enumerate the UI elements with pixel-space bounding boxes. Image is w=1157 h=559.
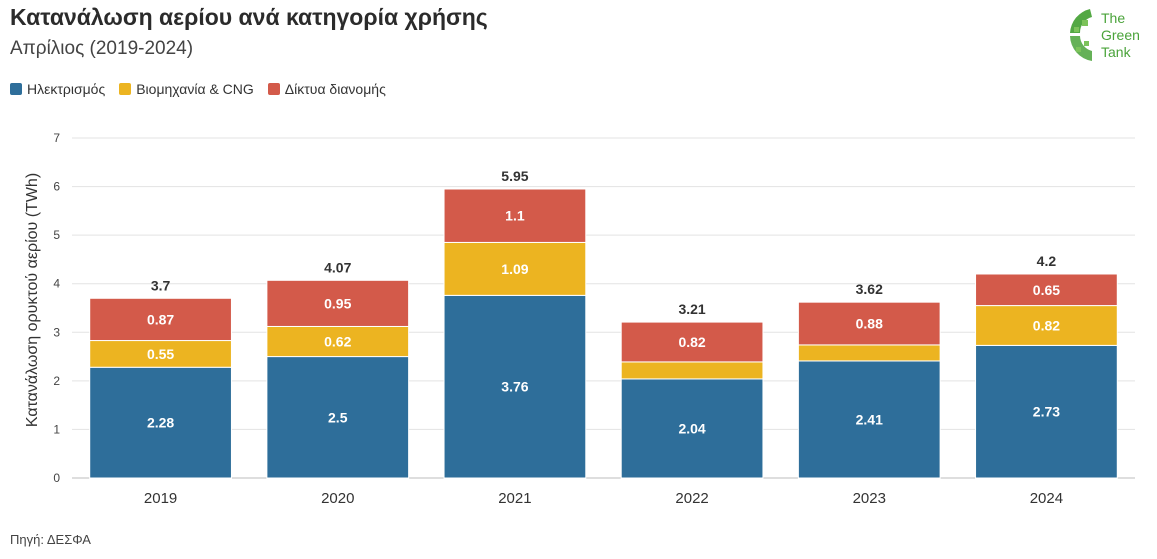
bar-segment-distribution[interactable] xyxy=(89,297,232,342)
segment-value-label: 1.1 xyxy=(505,208,525,224)
bar-segment-industry[interactable] xyxy=(620,361,764,380)
segment-value-label: 2.04 xyxy=(678,420,705,436)
x-tick-label: 2019 xyxy=(144,490,177,507)
logo-text-line3: Tank xyxy=(1101,44,1132,60)
legend-label-distribution: Δίκτυα διανομής xyxy=(284,81,386,97)
segment-value-label: 1.09 xyxy=(501,261,528,277)
bar-segment-industry[interactable] xyxy=(266,325,410,358)
y-tick-label: 2 xyxy=(53,374,60,388)
legend-label-electricity: Ηλεκτρισμός xyxy=(27,81,106,97)
bar-segment-industry[interactable] xyxy=(443,241,587,296)
x-tick-label: 2020 xyxy=(321,490,354,507)
segment-value-label: 0.95 xyxy=(324,295,351,311)
segment-value-label: 0.62 xyxy=(324,334,351,350)
bar-segment-distribution[interactable] xyxy=(797,301,941,346)
green-tank-logo: The Green Tank xyxy=(1070,9,1140,61)
total-value-label: 3.7 xyxy=(151,277,171,293)
y-tick-label: 4 xyxy=(53,277,60,291)
x-tick-label: 2021 xyxy=(498,490,531,507)
bar-segment-distribution[interactable] xyxy=(620,321,764,363)
chart-subtitle: Απρίλιος (2019-2024) xyxy=(10,38,194,59)
legend-item-distribution[interactable]: Δίκτυα διανομής xyxy=(267,81,386,97)
bar-segment-electricity[interactable] xyxy=(797,360,941,479)
segment-value-label: 0.65 xyxy=(1033,282,1060,298)
segment-value-label: 0.82 xyxy=(678,334,705,350)
y-tick-label: 6 xyxy=(53,180,60,194)
chart-title: Κατανάλωση αερίου ανά κατηγορία χρήσης xyxy=(10,4,488,30)
segment-value-label: 2.5 xyxy=(328,409,348,425)
segment-value-label: 2.28 xyxy=(147,415,174,431)
bar-segment-electricity[interactable] xyxy=(443,294,587,479)
legend-swatch-electricity xyxy=(10,83,22,95)
x-tick-label: 2023 xyxy=(853,490,886,507)
logo-text-line2: Green xyxy=(1101,27,1140,43)
segment-value-label: 0.88 xyxy=(856,316,883,332)
grid: 0 1 2 3 4 5 6 7 xyxy=(53,131,1135,485)
x-tick-label: 2022 xyxy=(675,490,708,507)
bars xyxy=(89,188,1118,479)
total-value-label: 3.21 xyxy=(678,301,705,317)
legend-item-electricity[interactable]: Ηλεκτρισμός xyxy=(10,81,105,97)
bar-segment-distribution[interactable] xyxy=(443,188,587,243)
y-tick-label: 3 xyxy=(53,325,60,339)
segment-value-label: 2.73 xyxy=(1033,404,1060,420)
total-value-label: 3.62 xyxy=(856,281,883,297)
logo-mark-icon xyxy=(1070,9,1092,61)
x-tick-label: 2024 xyxy=(1030,490,1063,507)
source-note: Πηγή: ΔΕΣΦΑ xyxy=(10,532,91,547)
bar-segment-distribution[interactable] xyxy=(975,273,1118,307)
y-tick-label: 7 xyxy=(53,131,60,145)
bar-segment-industry[interactable] xyxy=(797,344,941,362)
data-labels: 2.28 0.55 0.87 3.7 2019 2.5 0.62 0.95 4.07 2020 3.… xyxy=(144,168,1063,507)
bar-segment-distribution[interactable] xyxy=(266,279,410,327)
legend-item-industry[interactable]: Βιομηχανία & CNG xyxy=(119,81,254,97)
y-axis-label: Κατανάλωση ορυκτού αερίου (TWh) xyxy=(24,173,41,427)
segment-value-label: 0.55 xyxy=(147,346,174,362)
total-value-label: 4.2 xyxy=(1037,253,1057,269)
logo-text-line1: The xyxy=(1101,10,1125,26)
segment-value-label: 0.82 xyxy=(1033,317,1060,333)
legend: Ηλεκτρισμός Βιομηχανία & CNG Δίκτυα διαν… xyxy=(10,81,386,97)
segment-value-label: 0.87 xyxy=(147,311,174,327)
total-value-label: 4.07 xyxy=(324,259,351,275)
segment-value-label: 2.41 xyxy=(856,411,883,427)
bar-segment-industry[interactable] xyxy=(975,305,1118,346)
total-value-label: 5.95 xyxy=(501,168,528,184)
legend-swatch-distribution xyxy=(267,83,280,95)
segment-value-label: 3.76 xyxy=(501,379,528,395)
bar-segment-electricity[interactable] xyxy=(975,344,1118,479)
bar-segment-industry[interactable] xyxy=(89,340,232,368)
bar-segment-electricity[interactable] xyxy=(620,378,764,479)
y-tick-label: 5 xyxy=(53,228,60,242)
y-tick-label: 0 xyxy=(53,471,60,485)
legend-swatch-industry xyxy=(119,83,132,95)
bar-segment-electricity[interactable] xyxy=(89,366,232,479)
y-tick-label: 1 xyxy=(53,422,60,436)
legend-label-industry: Βιομηχανία & CNG xyxy=(136,81,254,97)
